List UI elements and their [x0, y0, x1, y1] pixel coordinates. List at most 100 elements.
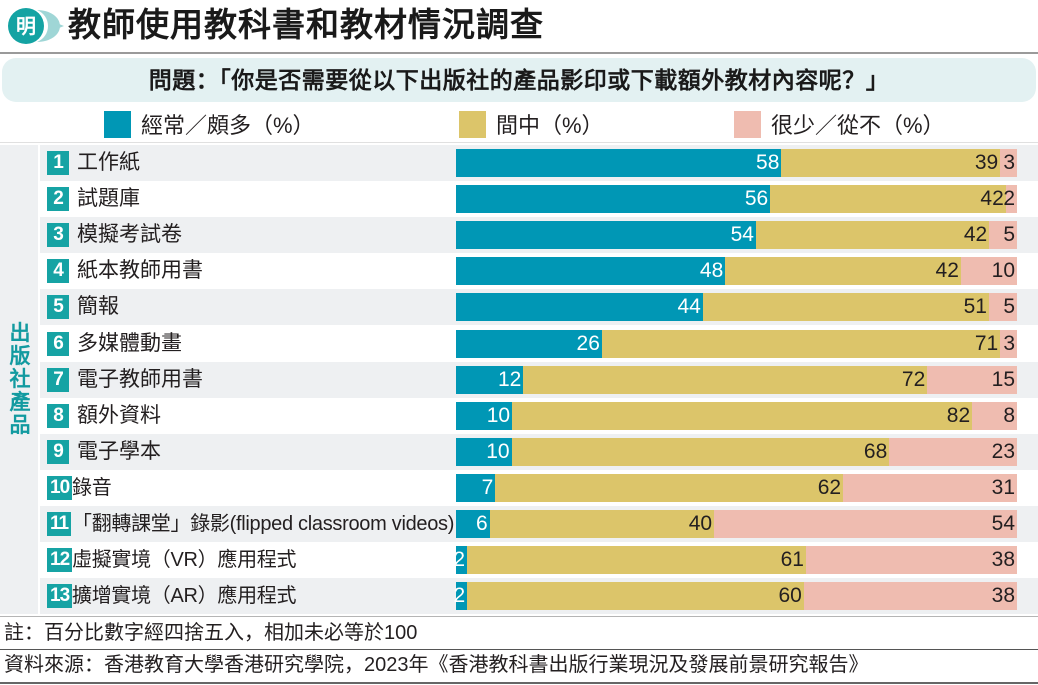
data-label-often: 56: [744, 187, 769, 211]
bar-segment-sometimes: [495, 473, 844, 502]
data-label-often: 44: [677, 295, 701, 319]
data-label-rarely: 8: [1003, 403, 1015, 427]
category-label: 紙本教師用書: [77, 259, 203, 283]
bar-segment-rarely: [972, 401, 1017, 430]
header-divider: [0, 52, 1038, 54]
bar-segment-often: [456, 221, 756, 250]
data-label-often: 7: [481, 475, 494, 499]
side-band: [0, 145, 38, 614]
category-number-badge: 11: [47, 512, 72, 536]
data-label-rarely: 3: [1003, 151, 1015, 174]
logo-char: 明: [16, 14, 36, 38]
data-label-often: 12: [497, 367, 522, 391]
bar-segment-often: [456, 510, 490, 538]
data-label-often: 2: [453, 548, 466, 572]
category-label: 模擬考試卷: [77, 223, 182, 247]
header: 明 教師使用教科書和教材情況調查: [0, 0, 1038, 52]
data-label-rarely: 2: [1003, 187, 1015, 211]
bar-segment-rarely: [1005, 185, 1017, 214]
data-label-sometimes: 39: [974, 151, 999, 174]
page-title: 教師使用教科書和教材情況調查: [68, 6, 544, 43]
legend-label-often: 經常／頗多（%）: [141, 113, 315, 138]
ming-pao-logo-icon: 明: [8, 8, 64, 44]
bar-segment-sometimes: [467, 582, 804, 611]
category-label: 擴增實境（AR）應用程式: [72, 585, 297, 608]
bar-segment-often: [456, 149, 782, 177]
data-label-often: 48: [699, 259, 724, 283]
bar-segment-rarely: [714, 510, 1017, 538]
category-number-badge: 2: [47, 187, 69, 212]
bar-segment-sometimes: [702, 293, 989, 322]
data-label-rarely: 3: [1003, 331, 1015, 355]
data-label-sometimes: 42: [963, 223, 988, 247]
category-label: 電子教師用書: [77, 367, 203, 391]
bar-segment-rarely: [989, 221, 1017, 250]
data-label-sometimes: 42: [980, 187, 1004, 211]
legend-label-sometimes: 間中（%）: [496, 113, 604, 138]
category-label: 試題庫: [77, 187, 140, 211]
bar-segment-rarely: [927, 365, 1017, 394]
data-label-often: 10: [486, 439, 510, 463]
data-label-rarely: 31: [991, 475, 1015, 499]
bar-segment-sometimes: [511, 437, 890, 466]
data-label-rarely: 54: [991, 512, 1015, 535]
bar-segment-often: [456, 401, 513, 430]
bar-segment-often: [456, 185, 771, 214]
bar-segment-sometimes: [770, 185, 1006, 214]
legend-swatch-often: [104, 110, 131, 138]
bar-segment-rarely: [960, 257, 1017, 286]
data-label-sometimes: 51: [963, 295, 987, 319]
source-text: 資料來源：香港教育大學香港研究學院，2023年《香港教科書出版行業現況及發展前景…: [4, 654, 869, 676]
bar-segment-often: [456, 329, 602, 358]
bar-segment-rarely: [1000, 329, 1017, 358]
footnote-divider: [0, 649, 1038, 650]
data-label-rarely: 5: [1003, 295, 1015, 319]
y-axis-label: 出版社產品: [9, 322, 31, 437]
data-label-often: 6: [475, 512, 488, 535]
bar-segment-sometimes: [467, 546, 806, 575]
category-number-badge: 10: [47, 475, 73, 500]
category-row: 8 額外資料: [40, 398, 1038, 434]
bar-segment-rarely: [843, 473, 1017, 502]
data-label-rarely: 23: [991, 439, 1015, 463]
category-row: 6 多媒體動畫: [40, 326, 1038, 362]
bar-segment-often: [456, 437, 512, 466]
data-label-sometimes: 82: [946, 403, 971, 427]
data-label-sometimes: 71: [974, 331, 999, 355]
category-number-badge: 8: [47, 403, 69, 428]
bar-segment-rarely: [803, 582, 1017, 611]
category-number-badge: 4: [47, 259, 69, 284]
bar-segment-often: [456, 546, 468, 575]
legend-divider: [0, 142, 1038, 143]
category-number-badge: 5: [47, 295, 69, 320]
category-row: 4 紙本教師用書: [40, 253, 1038, 289]
category-label: 電子學本: [77, 439, 161, 463]
bar-segment-rarely: [988, 293, 1017, 322]
data-label-rarely: 5: [1003, 223, 1015, 247]
bar-segment-often: [456, 365, 524, 394]
data-label-rarely: 10: [991, 259, 1015, 283]
category-number-badge: 6: [47, 331, 69, 356]
category-number-badge: 9: [47, 439, 69, 464]
legend-swatch-rarely: [734, 110, 761, 138]
category-number-badge: 12: [47, 548, 73, 573]
bar-segment-often: [456, 257, 726, 286]
data-label-sometimes: 72: [901, 367, 926, 391]
legend-item-rarely: 很少／從不（%）: [734, 106, 945, 142]
data-label-rarely: 38: [991, 584, 1015, 608]
data-label-rarely: 38: [991, 548, 1015, 572]
data-label-rarely: 15: [991, 367, 1015, 391]
survey-question: 問題：「你是否需要從以下出版社的產品影印或下載額外教材內容呢？」: [2, 58, 1036, 102]
data-label-sometimes: 40: [688, 512, 713, 535]
bar-segment-often: [456, 582, 468, 611]
bar-segment-sometimes: [781, 149, 1001, 177]
bar-segment-sometimes: [755, 221, 990, 250]
bar-segment-sometimes: [489, 510, 715, 538]
category-label: 簡報: [77, 295, 119, 319]
legend: 經常／頗多（%） 間中（%） 很少／從不（%）: [0, 106, 1038, 142]
category-row: 10 錄音: [40, 470, 1038, 506]
category-label: 錄音: [72, 476, 112, 499]
legend-swatch-sometimes: [459, 110, 486, 138]
data-label-often: 2: [453, 584, 466, 608]
category-label: 「翻轉課堂」錄影(flipped classroom videos): [72, 513, 455, 535]
